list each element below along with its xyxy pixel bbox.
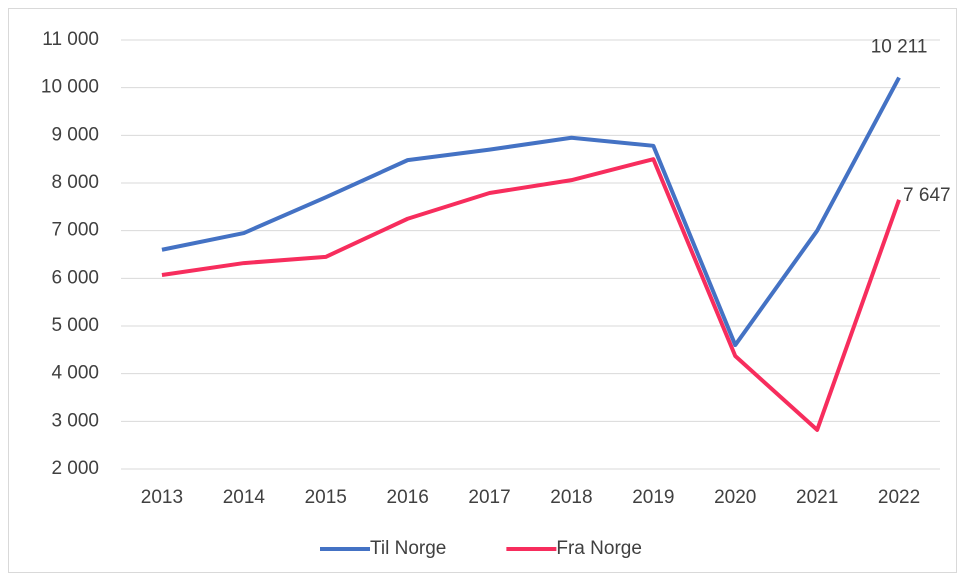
y-tick-label: 7 000: [51, 220, 99, 241]
x-tick-label: 2014: [223, 487, 266, 508]
y-tick-label: 9 000: [51, 124, 99, 145]
y-tick-label: 4 000: [51, 363, 99, 384]
x-tick-label: 2021: [796, 487, 838, 508]
y-tick-label: 2 000: [51, 458, 99, 479]
y-tick-label: 11 000: [42, 29, 99, 50]
x-tick-label: 2022: [878, 487, 920, 508]
y-tick-label: 3 000: [51, 410, 99, 431]
x-tick-label: 2013: [141, 487, 183, 508]
x-tick-label: 2020: [714, 487, 756, 508]
data-label: 10 211: [871, 37, 928, 58]
x-tick-label: 2019: [632, 487, 674, 508]
series-line: [161, 76, 901, 348]
y-tick-label: 6 000: [51, 267, 99, 288]
y-tick-label: 8 000: [51, 172, 99, 193]
x-tick-label: 2015: [305, 487, 347, 508]
legend-label: Fra Norge: [556, 538, 642, 559]
x-tick-label: 2016: [387, 487, 429, 508]
y-tick-label: 5 000: [51, 315, 99, 336]
chart-frame: [8, 8, 957, 573]
series-line: [161, 157, 901, 432]
data-label: 7 647: [903, 185, 951, 206]
y-tick-label: 10 000: [41, 77, 99, 98]
x-tick-label: 2017: [468, 487, 510, 508]
x-tick-label: 2018: [550, 487, 592, 508]
legend-label: Til Norge: [370, 538, 446, 559]
